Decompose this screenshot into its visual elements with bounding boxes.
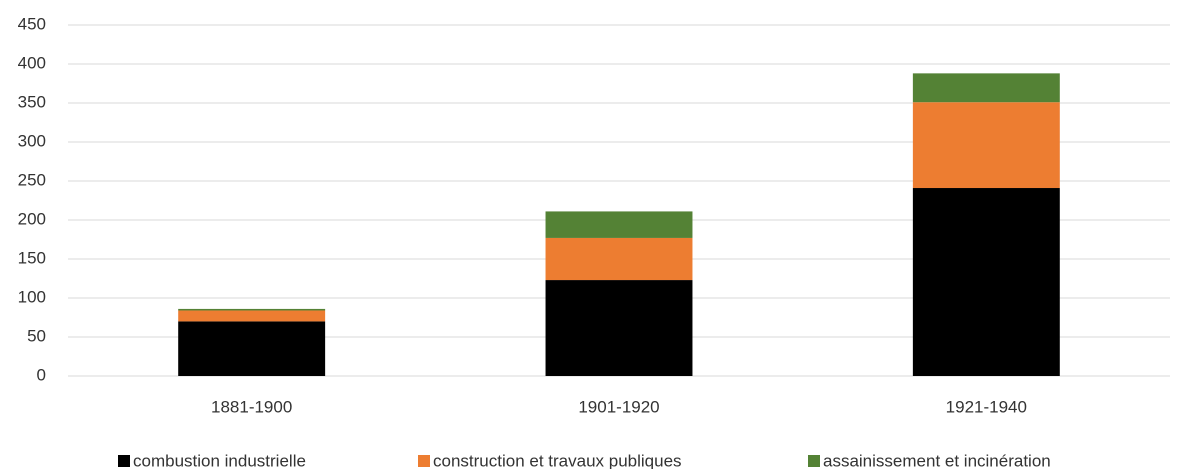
bar-segment [912, 102, 1060, 189]
y-tick-label: 50 [27, 326, 46, 345]
y-tick-label: 200 [18, 209, 46, 228]
bar-segment [545, 237, 693, 281]
legend-label: assainissement et incinération [823, 451, 1051, 469]
legend-swatch [808, 455, 820, 467]
legend-swatch [118, 455, 130, 467]
bar-segment [912, 188, 1060, 376]
legend-label: combustion industrielle [133, 451, 306, 469]
x-tick-label: 1881-1900 [211, 397, 292, 416]
bar-segment [178, 321, 326, 376]
legend-label: construction et travaux publiques [433, 451, 682, 469]
bar-segment [545, 280, 693, 376]
y-tick-label: 400 [18, 53, 46, 72]
x-tick-label: 1921-1940 [946, 397, 1027, 416]
y-tick-label: 0 [37, 365, 46, 384]
y-tick-label: 350 [18, 92, 46, 111]
bar-segment [545, 211, 693, 238]
legend-swatch [418, 455, 430, 467]
y-tick-label: 300 [18, 131, 46, 150]
bar-segment [912, 73, 1060, 103]
y-tick-label: 250 [18, 170, 46, 189]
bar-segment [178, 308, 326, 311]
x-tick-label: 1901-1920 [578, 397, 659, 416]
y-tick-label: 100 [18, 287, 46, 306]
y-tick-label: 150 [18, 248, 46, 267]
y-tick-label: 450 [18, 14, 46, 33]
bar-segment [178, 310, 326, 322]
